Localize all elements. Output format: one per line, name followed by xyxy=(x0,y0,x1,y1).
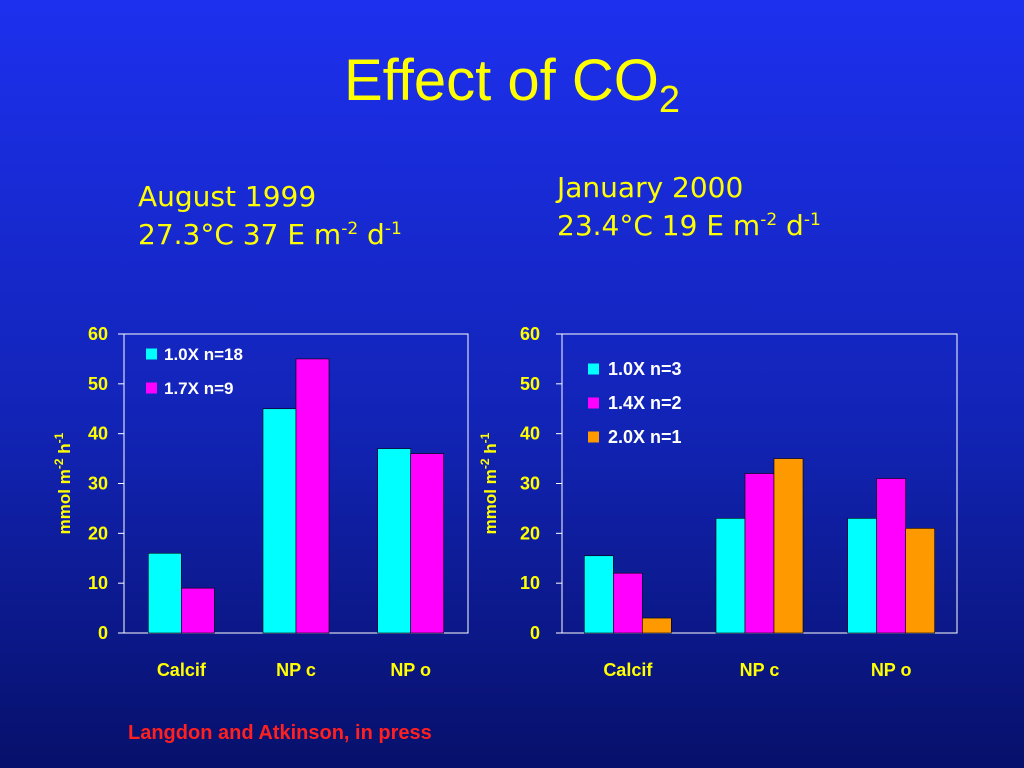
legend-label: 1.0X n=18 xyxy=(164,345,243,364)
y-tick-label: 40 xyxy=(520,424,540,444)
y-tick-label: 0 xyxy=(530,623,540,643)
conditions-left-exp2: -1 xyxy=(384,219,402,239)
bar xyxy=(876,478,906,634)
y-tick-label: 10 xyxy=(88,573,108,593)
y-axis-label-part: mmol m xyxy=(481,469,500,534)
bar xyxy=(148,552,182,634)
y-tick-label: 60 xyxy=(520,324,540,344)
legend-label: 1.0X n=3 xyxy=(608,359,682,379)
chart-2: 0 10 20 30 40 50 60 Calcif NP c NP o 1.0X n=3 1.4X … xyxy=(478,324,958,680)
conditions-right-text: 23.4°C 19 E m xyxy=(557,209,761,242)
conditions-left-temp-light: 27.3°C 37 E m-2 d-1 xyxy=(138,216,402,254)
category-label: Calcif xyxy=(157,660,207,680)
conditions-left-exp1: -2 xyxy=(341,219,359,239)
conditions-left-unit: d xyxy=(358,218,385,251)
legend-swatch xyxy=(588,397,599,409)
bar xyxy=(847,518,877,634)
y-axis-label-part: mmol m xyxy=(55,469,74,534)
bar xyxy=(773,458,804,634)
bar xyxy=(295,358,330,634)
y-tick-label: 0 xyxy=(98,623,108,643)
y-axis-label-exponent: -2 xyxy=(52,458,66,469)
category-label: NP o xyxy=(871,660,912,680)
category-label: NP c xyxy=(740,660,780,680)
bar xyxy=(584,555,614,634)
legend-swatch xyxy=(588,363,599,375)
legend-swatch xyxy=(588,431,599,443)
bar xyxy=(181,587,215,634)
conditions-right-unit: d xyxy=(777,209,804,242)
y-axis-label-exponent: -1 xyxy=(478,432,492,443)
y-tick-label: 20 xyxy=(88,523,108,543)
y-axis-label-part: h xyxy=(55,443,74,458)
legend-label: 1.7X n=9 xyxy=(164,379,233,398)
conditions-right: January 2000 23.4°C 19 E m-2 d-1 xyxy=(557,169,821,245)
slide-title: Effect of CO2 xyxy=(0,52,1024,120)
y-tick-label: 50 xyxy=(520,374,540,394)
citation: Langdon and Atkinson, in press xyxy=(128,722,432,744)
conditions-left: August 1999 27.3°C 37 E m-2 d-1 xyxy=(138,178,402,254)
chart-1: 0 10 20 30 40 50 60 Calcif NP c NP o 1.0X n=18 1.7X… xyxy=(52,324,469,680)
y-tick-label: 40 xyxy=(88,424,108,444)
bar xyxy=(744,473,775,634)
title-main: Effect of CO xyxy=(344,48,659,113)
bar xyxy=(905,528,935,634)
legend-swatch xyxy=(146,382,157,394)
y-tick-label: 20 xyxy=(520,523,540,543)
category-label: NP c xyxy=(276,660,316,680)
y-axis-label-exponent: -1 xyxy=(52,432,66,443)
title-subscript: 2 xyxy=(658,79,680,121)
y-axis-label-part: h xyxy=(481,443,500,458)
y-tick-label: 30 xyxy=(520,474,540,494)
legend-label: 1.4X n=2 xyxy=(608,393,682,413)
y-tick-label: 10 xyxy=(520,573,540,593)
conditions-right-exp1: -2 xyxy=(760,210,778,230)
bar xyxy=(613,572,643,634)
y-tick-label: 30 xyxy=(88,474,108,494)
y-axis-label: mmol m-2 h-1 xyxy=(52,432,74,534)
y-tick-label: 60 xyxy=(88,324,108,344)
legend-label: 2.0X n=1 xyxy=(608,427,682,447)
bar xyxy=(377,448,411,634)
bar xyxy=(262,408,297,634)
conditions-left-text: 27.3°C 37 E m xyxy=(138,218,342,251)
y-tick-label: 50 xyxy=(88,374,108,394)
bar xyxy=(715,518,746,634)
y-axis-label-exponent: -2 xyxy=(478,458,492,469)
bar xyxy=(642,617,672,634)
conditions-right-exp2: -1 xyxy=(803,210,821,230)
conditions-right-temp-light: 23.4°C 19 E m-2 d-1 xyxy=(557,207,821,245)
legend-swatch xyxy=(146,348,157,360)
category-label: NP o xyxy=(390,660,431,680)
conditions-left-date: August 1999 xyxy=(138,180,317,213)
category-label: Calcif xyxy=(603,660,653,680)
y-axis-label: mmol m-2 h-1 xyxy=(478,432,500,534)
bar xyxy=(410,453,444,634)
conditions-right-date: January 2000 xyxy=(557,171,744,204)
